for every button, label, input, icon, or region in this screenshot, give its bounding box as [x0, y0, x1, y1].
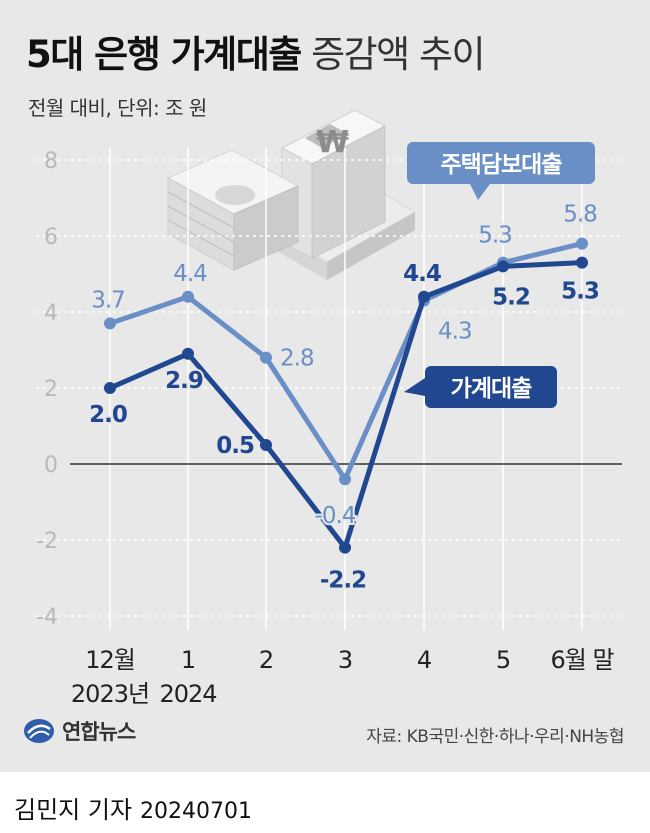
globe-icon [24, 719, 54, 743]
svg-text:₩: ₩ [316, 125, 349, 160]
x-tick-sublabel: 2024 [159, 680, 216, 708]
mortgage-data-label: 5.3 [478, 223, 512, 249]
household-data-point [576, 256, 588, 269]
household-data-label: 5.3 [561, 279, 599, 305]
line-chart: ₩ 8 6 4 2 0 -2 -4 12월 2023년 1 2024 2 3 4 5 6월 말 3.7 4.4 2… [36, 109, 622, 708]
mortgage-data-point [182, 290, 194, 303]
reporter-name: 김민지 기자 [14, 796, 133, 824]
x-tick-sublabel: 2023년 [71, 680, 149, 708]
mortgage-data-point [576, 237, 588, 250]
mortgage-data-label: 3.7 [91, 287, 125, 313]
x-tick-label: 3 [338, 646, 352, 674]
yonhap-logo: 연합뉴스 [22, 716, 136, 746]
household-data-point [104, 382, 116, 394]
y-tick-label: 4 [44, 301, 58, 326]
logo-text: 연합뉴스 [62, 720, 136, 744]
household-data-label: 4.4 [403, 261, 441, 287]
mortgage-data-point [339, 473, 351, 486]
household-data-point [339, 541, 351, 554]
y-tick-label: -2 [36, 529, 58, 554]
x-tick-label: 2 [259, 646, 273, 674]
y-tick-label: 0 [44, 453, 58, 478]
mortgage-data-label: 5.8 [563, 202, 597, 228]
mortgage-legend-label: 주택담보대출 [441, 152, 563, 178]
publish-date: 20240701 [140, 799, 253, 824]
household-data-label: 2.0 [89, 402, 127, 428]
household-data-point [418, 290, 430, 303]
x-tick-label: 4 [417, 646, 431, 674]
mortgage-legend-box [407, 142, 595, 184]
household-legend-label: 가계대출 [451, 376, 532, 402]
mortgage-data-label: -0.4 [315, 503, 356, 529]
source-note: 자료: KB국민·신한·하나·우리·NH농협 [366, 727, 624, 747]
x-tick-label: 5 [496, 646, 510, 674]
household-data-label: 2.9 [165, 368, 203, 394]
x-tick-label: 1 [181, 646, 195, 674]
y-tick-label: -4 [36, 605, 58, 630]
household-legend-pointer [404, 378, 425, 396]
chart-subtitle: 전월 대비, 단위: 조 원 [28, 96, 207, 120]
household-data-label: 5.2 [492, 284, 530, 310]
household-data-point [497, 260, 509, 273]
bank-illustration: ₩ [166, 109, 417, 280]
mortgage-data-label: 4.4 [173, 261, 207, 287]
y-tick-label: 6 [44, 225, 58, 250]
mortgage-data-label: 4.3 [438, 319, 472, 345]
mortgage-legend-pointer [470, 184, 490, 200]
y-tick-label: 2 [44, 377, 58, 402]
mortgage-data-label: 2.8 [280, 346, 314, 372]
household-legend-box [425, 366, 557, 408]
y-tick-label: 8 [44, 149, 58, 174]
household-data-label: -2.2 [320, 568, 366, 594]
mortgage-data-point [104, 317, 116, 330]
household-data-point [182, 347, 194, 360]
byline: 김민지 기자 20240701 [14, 790, 252, 825]
x-tick-label: 12월 [85, 646, 135, 674]
household-data-point [260, 439, 272, 451]
chart-title: 5대 은행 가계대출 증감액 추이 [26, 24, 486, 78]
title-light: 증감액 추이 [311, 33, 485, 76]
mortgage-data-point [260, 351, 272, 364]
title-bold: 5대 은행 가계대출 [26, 33, 302, 76]
x-tick-label: 6월 말 [550, 646, 614, 674]
household-data-label: 0.5 [216, 433, 254, 459]
